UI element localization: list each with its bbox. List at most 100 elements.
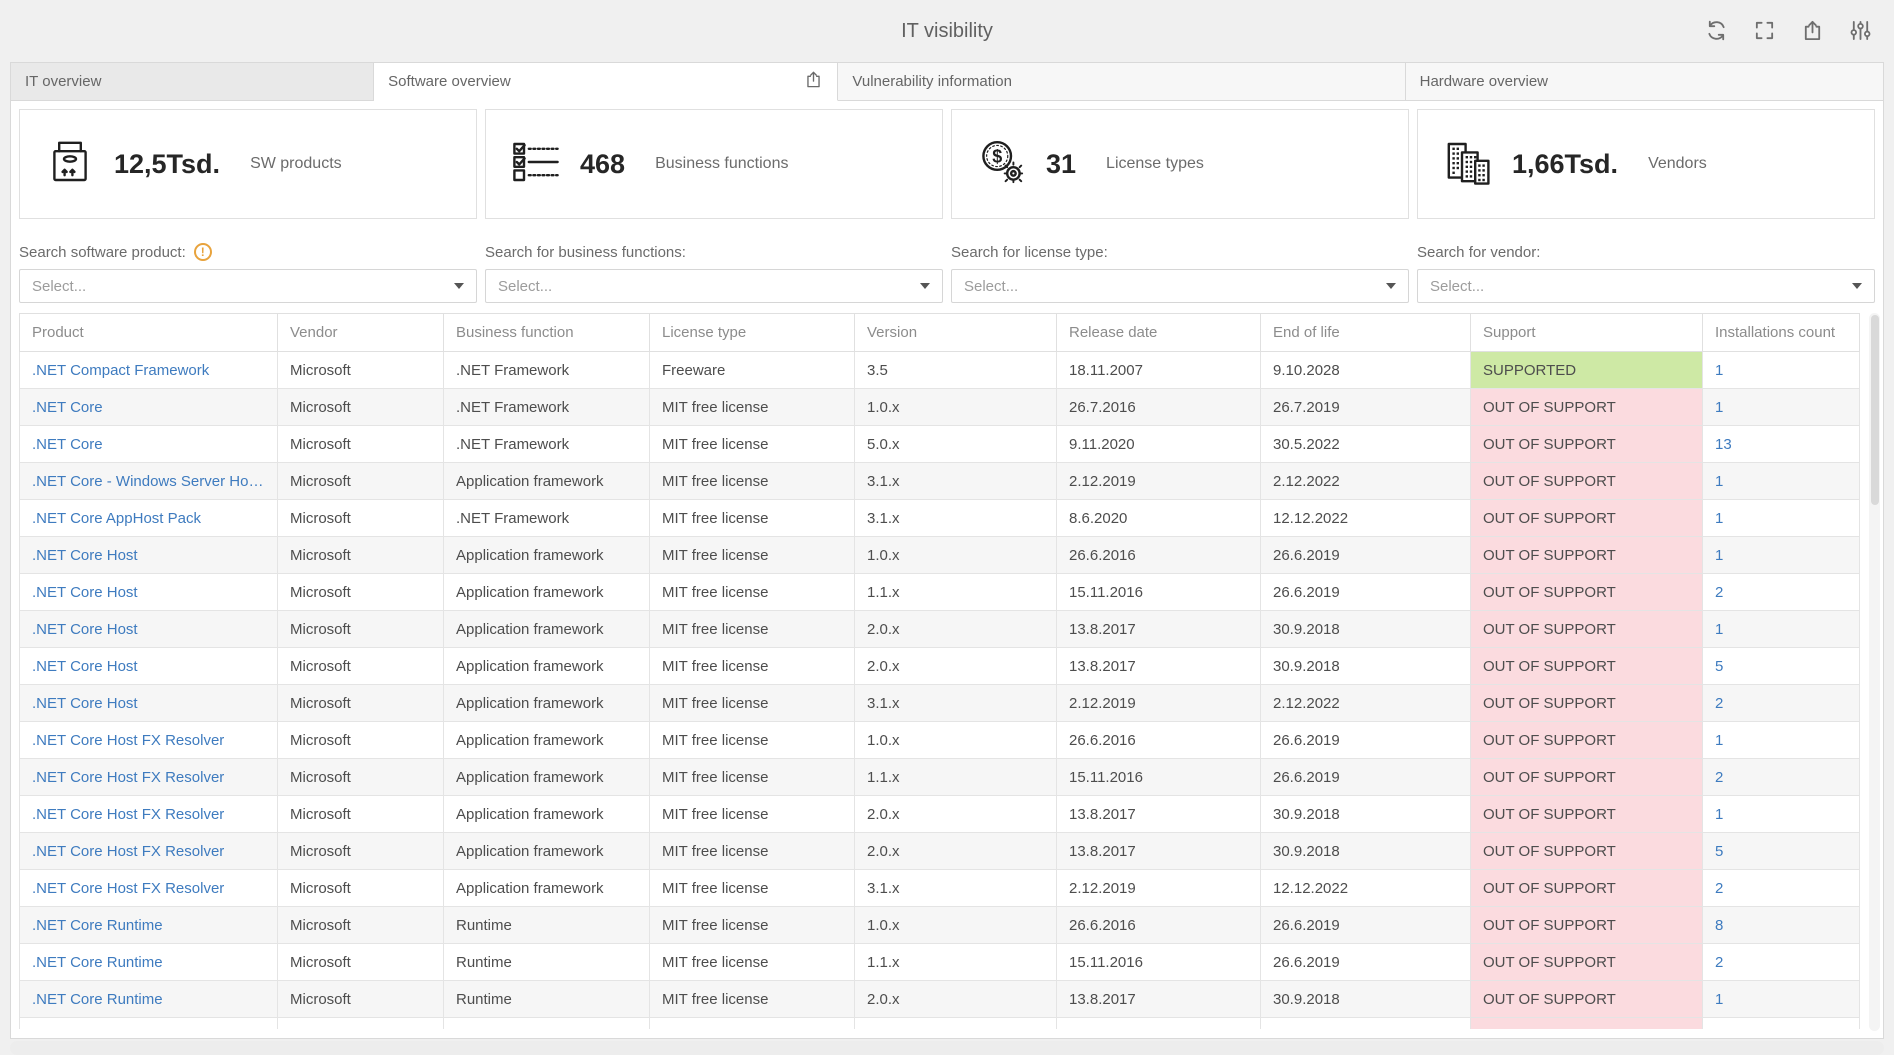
- partial-cell: [1260, 1017, 1471, 1029]
- installations-count-link[interactable]: 2: [1702, 869, 1860, 907]
- product-link[interactable]: .NET Core Host FX Resolver: [19, 795, 278, 833]
- installations-count-link[interactable]: 1: [1702, 462, 1860, 500]
- product-link[interactable]: .NET Core Host FX Resolver: [19, 869, 278, 907]
- refresh-icon[interactable]: [1704, 18, 1728, 42]
- business-functions-select[interactable]: Select...: [485, 269, 943, 303]
- warning-icon[interactable]: !: [193, 243, 212, 261]
- table-row: .NET Core Runtime Microsoft Runtime MIT fre…: [19, 943, 1860, 981]
- column-header-installations-count[interactable]: Installations count: [1702, 313, 1860, 352]
- column-header-product[interactable]: Product: [19, 313, 278, 352]
- column-header-end-of-life[interactable]: End of life: [1260, 313, 1471, 352]
- product-link[interactable]: .NET Compact Framework: [19, 351, 278, 389]
- end-of-life-cell: 26.6.2019: [1260, 906, 1471, 944]
- support-badge-cell: OUT OF SUPPORT: [1470, 573, 1703, 611]
- column-header-license-type[interactable]: License type: [649, 313, 855, 352]
- partial-cell: [19, 1017, 278, 1029]
- filter-label-text: Search for business functions:: [485, 243, 686, 261]
- tab-vulnerability-information[interactable]: Vulnerability information: [838, 63, 1406, 101]
- business-function-cell: Application framework: [443, 869, 650, 907]
- vendor-cell: Microsoft: [277, 869, 444, 907]
- product-link[interactable]: .NET Core Host FX Resolver: [19, 758, 278, 796]
- installations-count-link[interactable]: 2: [1702, 573, 1860, 611]
- product-link[interactable]: .NET Core AppHost Pack: [19, 499, 278, 537]
- tab-software-overview[interactable]: Software overview: [374, 63, 839, 101]
- table-row: .NET Compact Framework Microsoft .NET Fram…: [19, 351, 1860, 389]
- column-header-business-function[interactable]: Business function: [443, 313, 650, 352]
- installations-count-link[interactable]: 1: [1702, 499, 1860, 537]
- settings-sliders-icon[interactable]: [1848, 18, 1872, 42]
- installations-count-link[interactable]: 5: [1702, 832, 1860, 870]
- installations-count-link[interactable]: 1: [1702, 795, 1860, 833]
- release-date-cell: 15.11.2016: [1056, 573, 1261, 611]
- business-function-cell: Runtime: [443, 943, 650, 981]
- table-row: .NET Core Microsoft .NET Framework MIT free…: [19, 388, 1860, 426]
- horizontal-scrollbar[interactable]: [10, 1041, 1884, 1055]
- product-link[interactable]: .NET Core Host: [19, 684, 278, 722]
- release-date-cell: 13.8.2017: [1056, 647, 1261, 685]
- product-link[interactable]: .NET Core Runtime: [19, 906, 278, 944]
- share-icon[interactable]: [804, 70, 823, 93]
- installations-count-link[interactable]: 5: [1702, 647, 1860, 685]
- installations-count-link[interactable]: 13: [1702, 425, 1860, 463]
- installations-count-link[interactable]: 2: [1702, 758, 1860, 796]
- kpi-row: 12,5Tsd. SW products 468 Business functi…: [19, 109, 1875, 219]
- business-function-cell: .NET Framework: [443, 351, 650, 389]
- horizontal-scrollbar-thumb[interactable]: [12, 1043, 632, 1053]
- select-placeholder: Select...: [1430, 277, 1485, 295]
- table-row: .NET Core Host Microsoft Application frame…: [19, 647, 1860, 685]
- product-link[interactable]: .NET Core Host: [19, 536, 278, 574]
- product-link[interactable]: .NET Core - Windows Server Hos...: [19, 462, 278, 500]
- installations-count-link[interactable]: 1: [1702, 980, 1860, 1018]
- version-cell: 2.0.x: [854, 647, 1057, 685]
- installations-count-link[interactable]: 1: [1702, 351, 1860, 389]
- installations-count-link[interactable]: 2: [1702, 943, 1860, 981]
- product-link[interactable]: .NET Core: [19, 388, 278, 426]
- release-date-cell: 2.12.2019: [1056, 462, 1261, 500]
- column-header-version[interactable]: Version: [854, 313, 1057, 352]
- fullscreen-icon[interactable]: [1752, 18, 1776, 42]
- end-of-life-cell: 26.6.2019: [1260, 573, 1471, 611]
- column-header-vendor[interactable]: Vendor: [277, 313, 444, 352]
- product-link[interactable]: .NET Core Host FX Resolver: [19, 721, 278, 759]
- release-date-cell: 9.11.2020: [1056, 425, 1261, 463]
- products-table: Product Vendor Business function License…: [19, 313, 1860, 1029]
- license-type-select[interactable]: Select...: [951, 269, 1409, 303]
- kpi-card-license-types: $ 31 License types: [951, 109, 1409, 219]
- column-header-support[interactable]: Support: [1470, 313, 1703, 352]
- tab-hardware-overview[interactable]: Hardware overview: [1405, 63, 1883, 101]
- product-link[interactable]: .NET Core Runtime: [19, 943, 278, 981]
- installations-count-link[interactable]: 1: [1702, 388, 1860, 426]
- tab-it-overview[interactable]: IT overview: [11, 63, 375, 101]
- export-icon[interactable]: [1800, 18, 1824, 42]
- business-function-cell: .NET Framework: [443, 499, 650, 537]
- vertical-scrollbar[interactable]: [1869, 313, 1880, 1031]
- release-date-cell: 26.6.2016: [1056, 721, 1261, 759]
- vendor-select[interactable]: Select...: [1417, 269, 1875, 303]
- release-date-cell: 2.12.2019: [1056, 684, 1261, 722]
- release-date-cell: 13.8.2017: [1056, 610, 1261, 648]
- version-cell: 2.0.x: [854, 795, 1057, 833]
- release-date-cell: 2.12.2019: [1056, 869, 1261, 907]
- installations-count-link[interactable]: 1: [1702, 610, 1860, 648]
- release-date-cell: 26.7.2016: [1056, 388, 1261, 426]
- product-link[interactable]: .NET Core: [19, 425, 278, 463]
- product-link[interactable]: .NET Core Runtime: [19, 980, 278, 1018]
- installations-count-link[interactable]: 1: [1702, 721, 1860, 759]
- version-cell: 2.0.x: [854, 980, 1057, 1018]
- kpi-label: SW products: [250, 155, 342, 172]
- software-product-select[interactable]: Select...: [19, 269, 477, 303]
- kpi-card-vendors: 1,66Tsd. Vendors: [1417, 109, 1875, 219]
- product-link[interactable]: .NET Core Host: [19, 647, 278, 685]
- installations-count-link[interactable]: 2: [1702, 684, 1860, 722]
- license-type-cell: Freeware: [649, 351, 855, 389]
- column-header-release-date[interactable]: Release date: [1056, 313, 1261, 352]
- support-badge-cell: OUT OF SUPPORT: [1470, 758, 1703, 796]
- product-link[interactable]: .NET Core Host: [19, 610, 278, 648]
- vendor-cell: Microsoft: [277, 351, 444, 389]
- product-link[interactable]: .NET Core Host: [19, 573, 278, 611]
- product-link[interactable]: .NET Core Host FX Resolver: [19, 832, 278, 870]
- vertical-scrollbar-thumb[interactable]: [1870, 315, 1879, 505]
- table-row: .NET Core Host Microsoft Application frame…: [19, 684, 1860, 722]
- installations-count-link[interactable]: 1: [1702, 536, 1860, 574]
- installations-count-link[interactable]: 8: [1702, 906, 1860, 944]
